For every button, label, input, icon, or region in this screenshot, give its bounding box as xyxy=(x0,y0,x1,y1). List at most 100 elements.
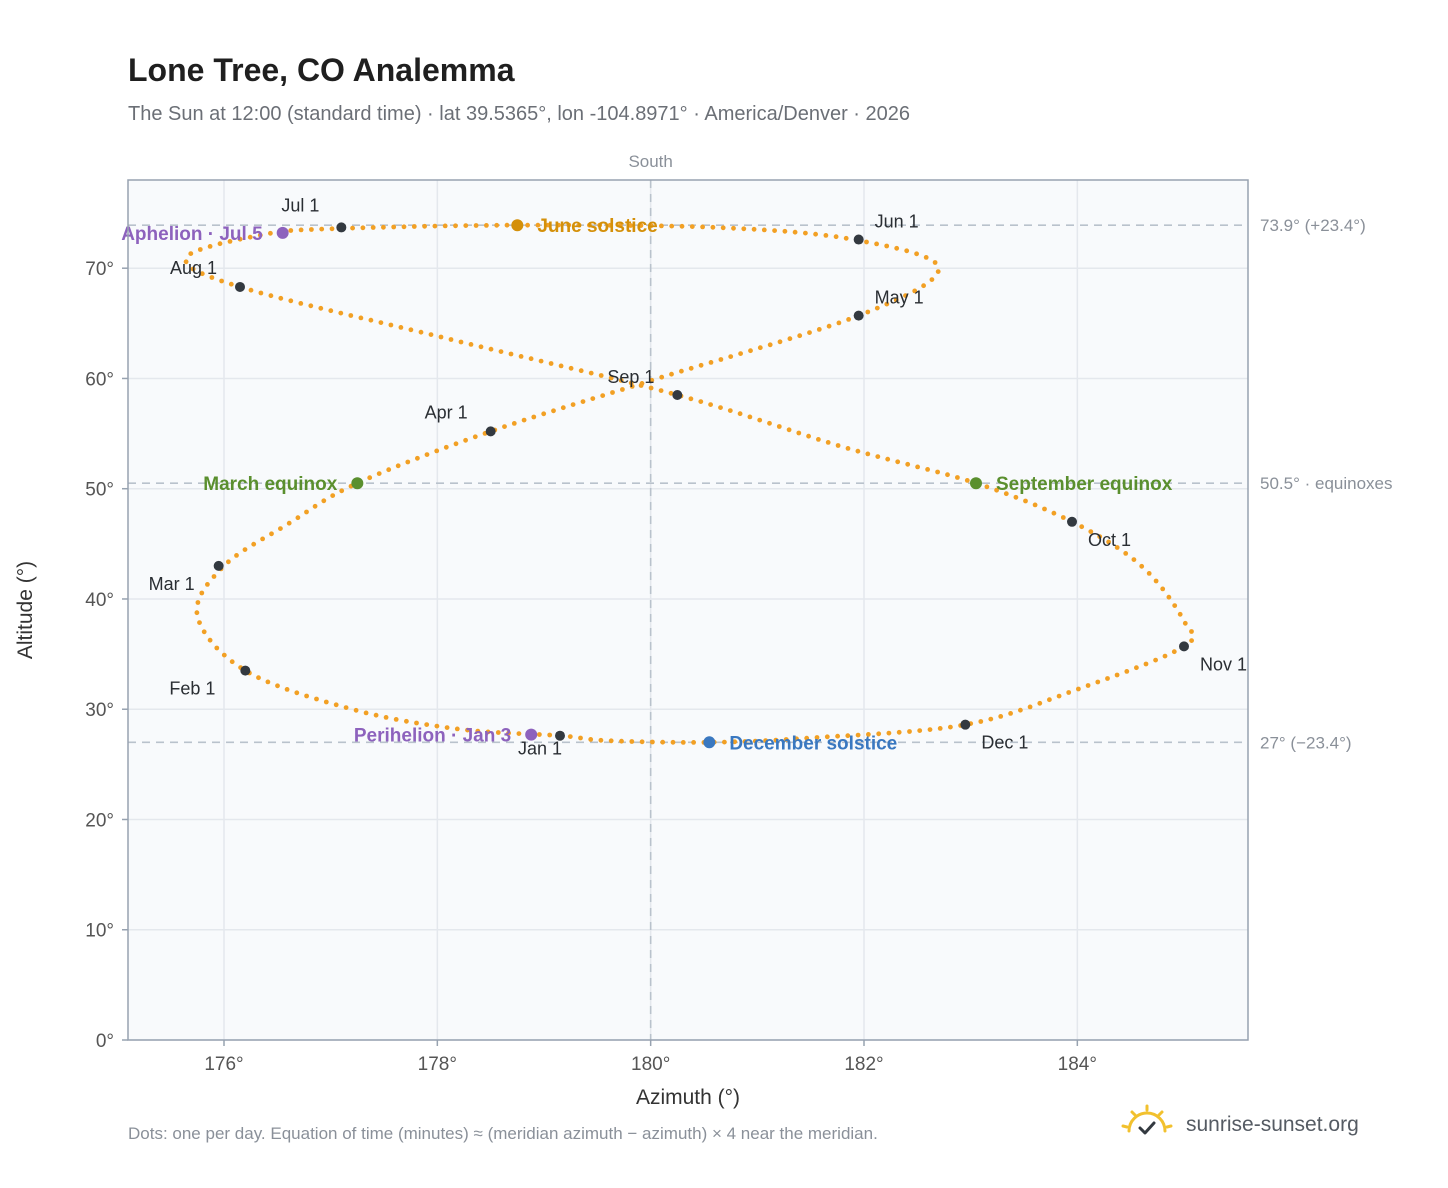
day-dot xyxy=(629,739,635,744)
day-dot xyxy=(945,472,950,478)
day-dot xyxy=(538,358,544,364)
day-dot xyxy=(1189,638,1194,643)
day-dot xyxy=(424,452,430,457)
day-dot xyxy=(884,243,890,249)
day-dot xyxy=(884,301,890,307)
month-marker xyxy=(485,426,496,437)
day-dot xyxy=(1051,510,1057,516)
day-dot xyxy=(256,675,261,681)
event-marker xyxy=(351,477,364,490)
day-dot xyxy=(807,330,812,335)
day-dot xyxy=(648,223,654,229)
day-dot xyxy=(752,738,758,744)
event-marker xyxy=(970,477,982,490)
day-dot xyxy=(518,354,524,359)
day-dot xyxy=(506,730,511,736)
day-dot xyxy=(776,424,782,429)
x-tick-label: 182° xyxy=(844,1054,883,1075)
day-dot xyxy=(201,629,207,635)
day-dot xyxy=(197,247,203,252)
day-dot xyxy=(835,443,841,448)
day-dot xyxy=(358,315,364,321)
meridian-label: South xyxy=(628,152,672,171)
day-dot xyxy=(1114,545,1120,550)
day-dot xyxy=(194,610,200,616)
day-dot xyxy=(183,259,189,265)
month-marker xyxy=(853,310,864,321)
day-dot xyxy=(722,739,727,745)
day-dot xyxy=(228,281,234,287)
day-dot xyxy=(742,739,748,744)
day-dot xyxy=(747,414,753,420)
month-marker xyxy=(1179,641,1189,652)
day-dot xyxy=(587,222,592,228)
day-dot xyxy=(893,297,899,303)
y-tick-label: 60° xyxy=(85,369,114,390)
x-tick-label: 176° xyxy=(204,1054,243,1075)
day-dot xyxy=(393,717,399,722)
day-dot xyxy=(525,222,530,228)
daily-sun-dots xyxy=(183,222,1194,745)
month-label: Aug 1 xyxy=(170,258,217,278)
day-dot xyxy=(468,342,474,347)
day-dot xyxy=(638,383,644,388)
day-dot xyxy=(428,332,434,337)
day-dot xyxy=(978,719,984,724)
day-dot xyxy=(265,679,271,685)
day-dot xyxy=(691,740,696,745)
day-dot xyxy=(816,327,822,332)
month-marker xyxy=(235,281,245,292)
day-dot xyxy=(1124,669,1130,674)
day-dot xyxy=(912,288,918,294)
y-axis-ticks: 0° 10° 20° 30° 40° 50° 60° 70° xyxy=(85,259,128,1052)
month-marker xyxy=(1067,516,1077,527)
reference-line-label: 27° (−23.4°) xyxy=(1260,733,1352,752)
day-dot xyxy=(350,225,355,231)
day-dot xyxy=(568,365,574,371)
day-dot xyxy=(1088,529,1094,534)
day-dot xyxy=(826,323,832,329)
day-dot xyxy=(541,411,547,417)
day-dot xyxy=(921,283,926,289)
day-dot xyxy=(454,726,460,732)
day-dot xyxy=(797,333,803,339)
day-dot xyxy=(330,493,336,498)
day-dot xyxy=(628,380,634,386)
day-dot xyxy=(806,433,811,439)
day-dot xyxy=(598,737,604,743)
day-dot xyxy=(761,227,767,233)
day-dot xyxy=(823,233,829,238)
day-dot xyxy=(298,227,304,233)
month-marker xyxy=(555,730,565,741)
day-dot xyxy=(1106,539,1111,545)
day-dot xyxy=(679,223,685,229)
day-dot xyxy=(836,320,842,326)
day-dot xyxy=(314,696,319,702)
day-dot xyxy=(398,325,404,330)
day-dot xyxy=(1003,491,1009,497)
day-dot xyxy=(803,230,808,236)
day-dot xyxy=(488,346,494,352)
day-dot xyxy=(731,225,736,231)
day-dot xyxy=(700,224,705,230)
brand-link[interactable]: sunrise-sunset.org xyxy=(1186,1112,1359,1136)
day-dot xyxy=(329,226,335,232)
day-dot xyxy=(669,371,674,377)
month-marker xyxy=(336,222,347,233)
day-dot xyxy=(1153,657,1158,663)
day-dot xyxy=(323,699,329,705)
month-label: Sep 1 xyxy=(607,367,654,387)
day-dot xyxy=(659,223,664,229)
month-label: Jun 1 xyxy=(875,212,919,232)
day-dot xyxy=(698,399,704,404)
day-dot xyxy=(190,266,196,272)
day-dot xyxy=(548,361,554,366)
day-dot xyxy=(1123,551,1129,556)
brand[interactable]: sunrise-sunset.org xyxy=(1120,1104,1359,1145)
day-dot xyxy=(338,310,344,316)
day-dot xyxy=(1042,506,1047,512)
day-dot xyxy=(473,223,479,228)
day-dot xyxy=(1018,707,1023,713)
day-dot xyxy=(528,356,534,362)
